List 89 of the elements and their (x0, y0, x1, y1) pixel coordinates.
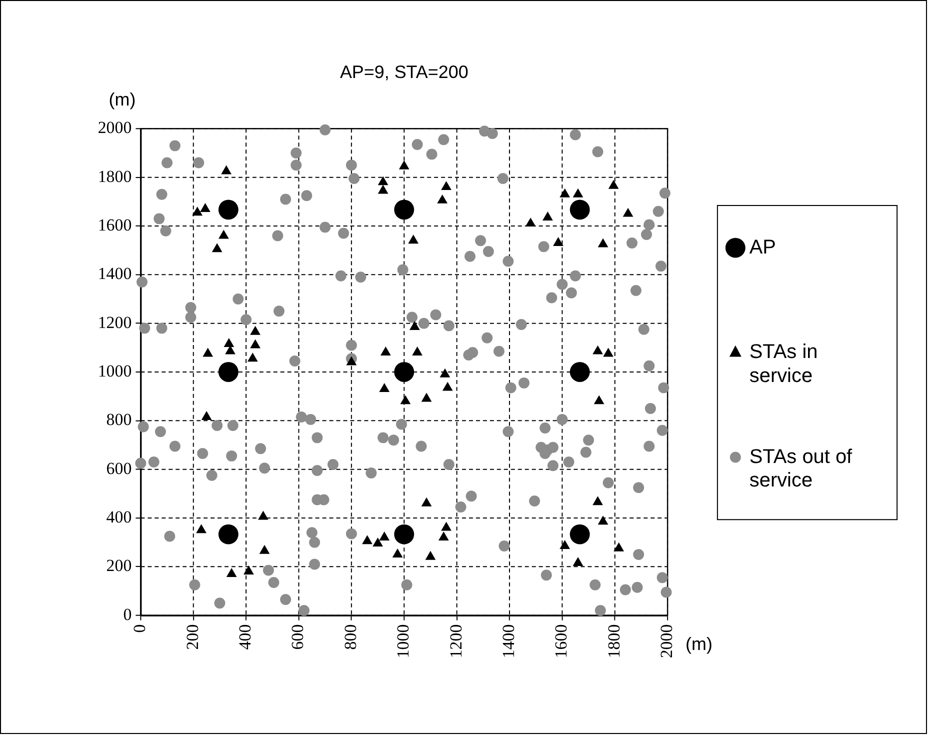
point (421, 497, 432, 506)
y-axis-title: (m) (108, 90, 136, 110)
point (196, 524, 206, 534)
y-tick-label: 1800 (98, 166, 132, 186)
point (560, 188, 570, 198)
point (362, 535, 372, 544)
point (608, 180, 619, 189)
point (525, 218, 536, 227)
point (542, 211, 553, 220)
y-tick-label: 1600 (98, 215, 132, 234)
point (421, 392, 432, 402)
x-axis-title: (m) (686, 634, 712, 654)
point (603, 348, 614, 357)
x-tick-label: 1000 (394, 624, 413, 658)
point (594, 395, 604, 404)
point (412, 346, 422, 356)
x-tick-label: 800 (340, 624, 360, 650)
point (379, 531, 390, 540)
point (440, 368, 450, 378)
legend-label: STAs out of service (749, 446, 853, 492)
y-tick-label: 1000 (98, 361, 132, 380)
point (372, 538, 383, 547)
x-tick-label: 200 (182, 624, 202, 650)
legend-label: AP (749, 236, 776, 258)
point (192, 206, 203, 216)
point (572, 188, 584, 198)
point (224, 338, 234, 347)
point (244, 566, 254, 575)
point (259, 544, 270, 554)
legend-label: STAs in service (749, 341, 818, 387)
point (394, 362, 414, 382)
x-tick-label: 1200 (446, 624, 466, 658)
point (560, 540, 570, 549)
chart-title: AP=9, STA=200 (340, 62, 468, 82)
point (201, 411, 212, 420)
point (226, 568, 237, 577)
point (380, 346, 391, 356)
point (622, 208, 634, 217)
point (598, 238, 608, 248)
point (592, 345, 603, 354)
point (218, 362, 238, 382)
y-tick-label: 200 (106, 556, 132, 576)
x-tick-label: 600 (288, 624, 308, 650)
point (438, 531, 449, 540)
point (221, 165, 232, 174)
point (218, 524, 238, 544)
point (346, 356, 357, 366)
point (592, 496, 603, 506)
point (425, 550, 436, 560)
point (570, 524, 590, 544)
point (212, 243, 222, 252)
point (398, 160, 410, 170)
point (598, 516, 608, 525)
point (378, 184, 388, 194)
point (572, 557, 584, 566)
x-tick-label: 1600 (552, 624, 571, 658)
point (408, 234, 419, 244)
point (202, 348, 214, 357)
y-tick-label: 0 (123, 604, 132, 624)
x-tick-label: 400 (236, 624, 255, 650)
y-tick-label: 600 (106, 458, 132, 478)
point (441, 522, 452, 531)
point (437, 194, 448, 204)
point (570, 362, 590, 382)
point (400, 395, 411, 404)
y-tick-label: 1200 (98, 312, 132, 332)
y-tick-label: 800 (106, 410, 132, 430)
point (394, 524, 414, 544)
x-tick-label: 0 (130, 624, 150, 633)
point (441, 181, 452, 190)
point (442, 382, 453, 391)
point (250, 326, 260, 335)
point (553, 237, 564, 246)
x-tick-label: 2000 (657, 624, 676, 658)
x-tick-label: 1400 (498, 624, 518, 658)
point (379, 383, 390, 392)
point (614, 542, 624, 552)
point (247, 352, 258, 362)
y-tick-label: 400 (106, 507, 132, 526)
point (409, 320, 420, 330)
y-tick-label: 1400 (98, 264, 132, 284)
point (378, 176, 388, 186)
point (392, 548, 403, 558)
y-tick-label: 2000 (98, 118, 132, 138)
point (218, 230, 229, 239)
point (258, 510, 268, 520)
point (200, 202, 210, 212)
x-tick-label: 1800 (604, 624, 624, 658)
point (250, 339, 260, 348)
